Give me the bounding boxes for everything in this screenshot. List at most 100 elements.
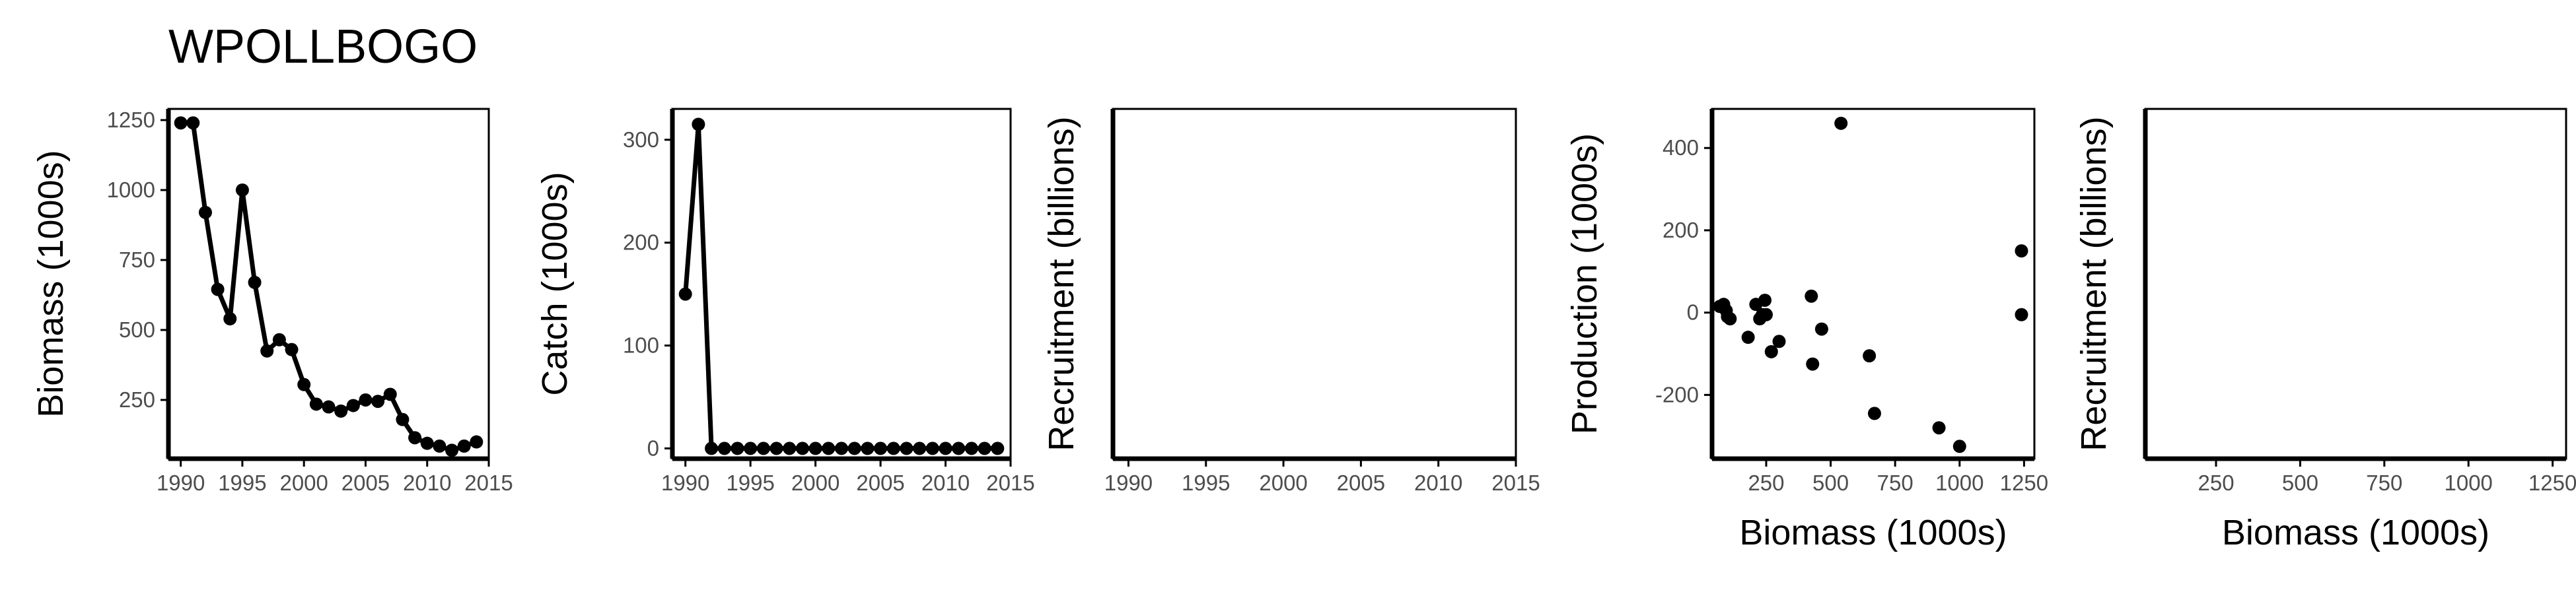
data-point — [297, 378, 311, 391]
data-point — [952, 442, 966, 455]
data-point — [913, 442, 927, 455]
y-tick-label: 200 — [623, 230, 659, 255]
data-point — [346, 399, 360, 412]
y-axis-title: Biomass (1000s) — [31, 150, 71, 417]
x-tick-label: 2015 — [464, 471, 513, 495]
data-point — [371, 395, 385, 409]
panel-border — [2144, 108, 2567, 460]
x-tick-label: 500 — [1812, 471, 1849, 495]
data-point — [769, 442, 783, 455]
panel-border — [1711, 108, 2036, 460]
data-point — [1805, 289, 1818, 303]
y-tick-label: -200 — [1655, 382, 1699, 407]
x-tick-label: 1995 — [726, 471, 774, 495]
y-tick-label: 250 — [119, 387, 155, 412]
y-tick-label: 1000 — [107, 178, 155, 202]
x-tick-label: 250 — [2198, 471, 2234, 495]
data-point — [334, 404, 348, 418]
x-tick-label: 2000 — [1259, 471, 1307, 495]
figure-title: WPOLLBOGO — [168, 20, 478, 73]
data-point — [1764, 345, 1778, 358]
x-tick-label: 1995 — [218, 471, 266, 495]
data-point — [717, 442, 731, 455]
x-tick-label: 1990 — [157, 471, 205, 495]
x-tick-label: 1250 — [2000, 471, 2048, 495]
data-point — [939, 442, 952, 455]
panel-border — [671, 108, 1012, 460]
data-point — [1932, 421, 1946, 435]
data-point — [705, 442, 719, 455]
data-point — [964, 442, 978, 455]
x-axis-title: Biomass (1000s) — [1739, 513, 2007, 552]
y-tick-label: 750 — [119, 248, 155, 272]
data-point — [756, 442, 770, 455]
data-point — [991, 442, 1005, 455]
x-tick-label: 1990 — [661, 471, 709, 495]
data-point — [1723, 312, 1737, 325]
data-point — [198, 205, 212, 219]
data-point — [1806, 357, 1820, 371]
data-point — [2015, 244, 2028, 258]
x-tick-label: 2005 — [856, 471, 904, 495]
data-point — [2015, 308, 2028, 321]
data-point — [874, 442, 888, 455]
data-point — [1741, 331, 1755, 345]
data-point — [900, 442, 913, 455]
data-point — [359, 393, 373, 407]
y-tick-label: 500 — [119, 317, 155, 342]
data-point — [174, 116, 188, 130]
data-point — [322, 400, 336, 414]
x-tick-label: 2000 — [791, 471, 840, 495]
data-point — [433, 439, 447, 453]
x-tick-label: 1000 — [1935, 471, 1984, 495]
data-point — [235, 183, 249, 197]
data-point — [1863, 349, 1877, 363]
data-point — [309, 397, 323, 411]
data-point — [396, 412, 410, 426]
x-tick-label: 2005 — [341, 471, 390, 495]
data-point — [223, 312, 237, 325]
data-point — [925, 442, 939, 455]
data-point — [408, 431, 422, 445]
data-point — [692, 117, 705, 131]
x-tick-label: 2010 — [1414, 471, 1462, 495]
data-point — [445, 444, 459, 457]
data-point — [744, 442, 758, 455]
data-point — [272, 333, 286, 346]
y-axis-title: Production (1000s) — [1565, 133, 1604, 434]
x-tick-label: 1990 — [1104, 471, 1153, 495]
data-point — [420, 436, 434, 450]
x-tick-label: 750 — [1877, 471, 1914, 495]
x-tick-label: 2000 — [279, 471, 328, 495]
recruitment-time-panel: 1990 1995 2000 2005 2010 2015 Recruitment (bil… — [1042, 108, 1540, 495]
data-point — [861, 442, 875, 455]
data-point — [1834, 116, 1848, 130]
y-axis-title: Catch (1000s) — [535, 172, 575, 395]
data-point — [470, 435, 483, 449]
x-tick-label: 2005 — [1337, 471, 1385, 495]
x-tick-label: 2010 — [403, 471, 451, 495]
data-point — [1758, 293, 1772, 307]
data-point — [248, 275, 262, 289]
data-point — [783, 442, 797, 455]
x-tick-label: 750 — [2366, 471, 2402, 495]
x-tick-label: 1995 — [1182, 471, 1230, 495]
y-tick-label: 100 — [623, 333, 659, 358]
x-tick-label: 250 — [1748, 471, 1784, 495]
x-tick-label: 2015 — [1491, 471, 1540, 495]
data-point — [1772, 335, 1786, 348]
data-point — [186, 116, 200, 130]
data-point — [678, 287, 692, 301]
data-point — [211, 282, 225, 296]
data-point — [1759, 308, 1773, 321]
data-point — [457, 439, 471, 453]
catch-panel: 1990 1995 2000 2005 2010 2015 0 100 200 300 Catch … — [535, 108, 1035, 495]
data-point — [1814, 322, 1828, 336]
data-point — [1867, 407, 1881, 420]
data-point — [260, 344, 274, 358]
series-line — [683, 121, 998, 451]
data-point — [795, 442, 809, 455]
y-tick-label: 300 — [623, 127, 659, 152]
recruitment-biomass-panel: 250 500 750 1000 1250 Recruitment (billions) B… — [2074, 108, 2576, 552]
